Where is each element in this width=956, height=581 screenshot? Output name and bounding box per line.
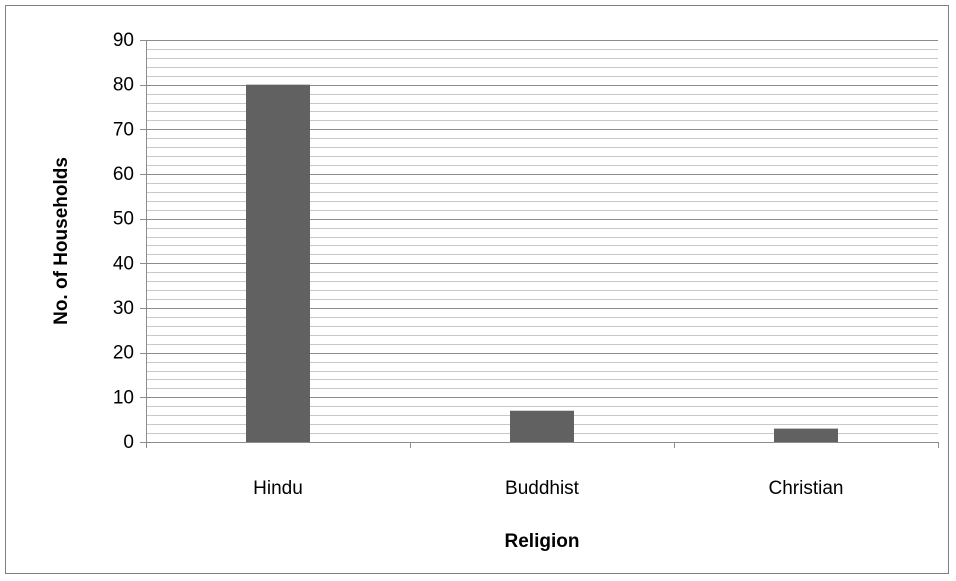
y-tick-label: 40 — [113, 253, 134, 274]
y-tick-label: 80 — [113, 75, 134, 96]
y-axis-title: No. of Households — [51, 157, 72, 325]
x-axis-title: Religion — [505, 531, 580, 552]
axes — [140, 40, 939, 448]
y-tick-label: 90 — [113, 30, 134, 51]
y-tick-label: 0 — [123, 432, 134, 453]
bar-buddhist — [510, 410, 574, 442]
bar-hindu — [246, 84, 310, 443]
y-tick-label: 70 — [113, 119, 134, 140]
bar-christian — [774, 428, 838, 442]
y-tick-labels: 0 10 20 30 40 50 60 70 80 90 — [113, 30, 134, 453]
x-tick-label: Buddhist — [505, 478, 580, 499]
x-tick-label: Hindu — [253, 478, 303, 499]
x-tick-label: Christian — [769, 478, 844, 499]
bar-series — [246, 84, 838, 443]
y-tick-label: 10 — [113, 387, 134, 408]
y-tick-label: 20 — [113, 343, 134, 364]
y-tick-label: 60 — [113, 164, 134, 185]
y-tick-label: 50 — [113, 209, 134, 230]
x-tick-labels: Hindu Buddhist Christian — [253, 478, 843, 499]
y-tick-label: 30 — [113, 298, 134, 319]
chart-frame — [5, 5, 949, 574]
